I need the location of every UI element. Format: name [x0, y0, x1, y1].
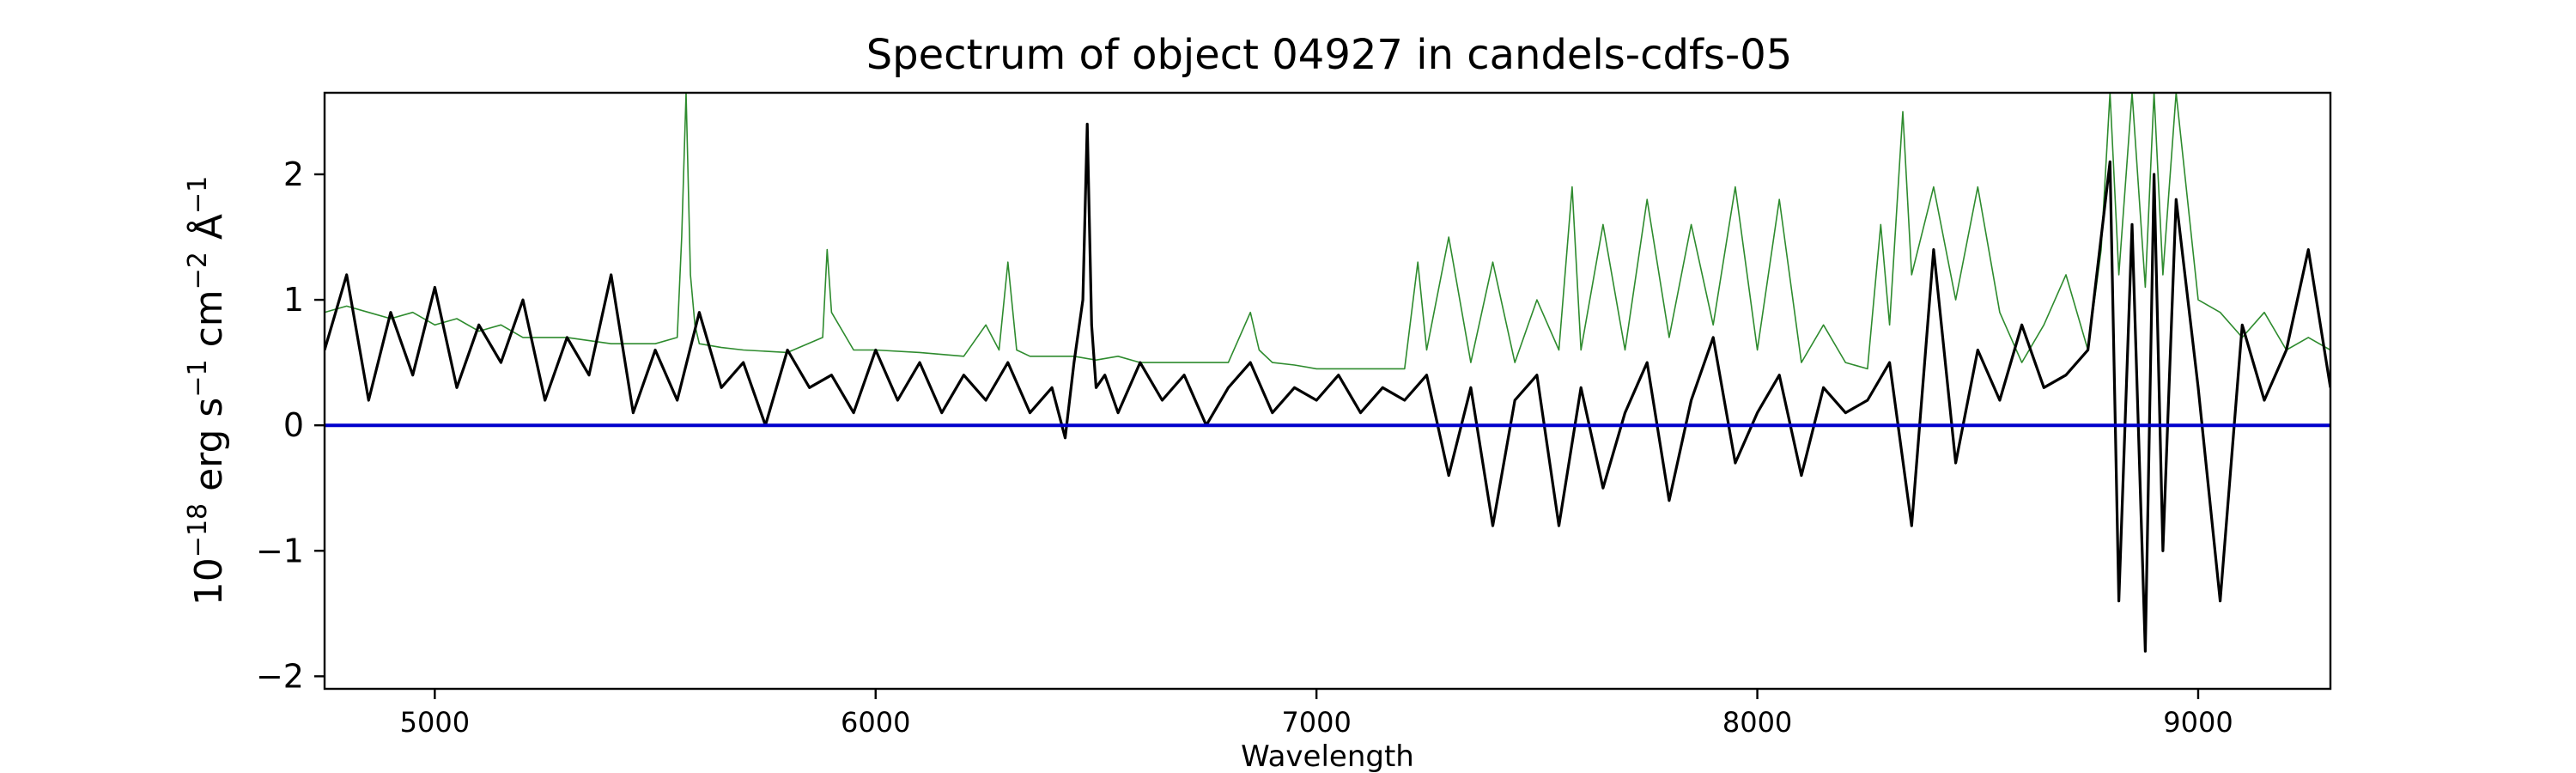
x-tick-label: 9000: [2163, 706, 2233, 739]
y-tick-label: 0: [283, 406, 304, 444]
x-axis-label: Wavelength: [1241, 740, 1414, 773]
y-label-exponent-3: −1: [183, 176, 213, 214]
x-tick-label: 5000: [400, 706, 470, 739]
y-axis-label: 10−18 erg s−1 cm−2 Å−1: [183, 176, 231, 606]
y-label-base-exponent: −18: [183, 503, 213, 557]
y-label-unit-cm: cm: [187, 289, 231, 359]
y-label-unit-angstrom: Å: [185, 214, 231, 252]
error-series-line: [325, 93, 2330, 370]
x-tick-label: 8000: [1722, 706, 1792, 739]
flux-series-line: [325, 122, 2330, 653]
y-label-base: 10: [187, 557, 231, 606]
y-label-unit-erg-s: erg s: [187, 398, 231, 503]
plot-frame: [323, 91, 2332, 691]
y-tick-label: 1: [283, 281, 304, 319]
series-layer: [325, 93, 2330, 653]
y-label-exponent-1: −1: [183, 359, 213, 397]
x-axis: 5000 6000 7000 8000 9000: [400, 689, 2233, 739]
chart-title: Spectrum of object 04927 in candels-cdfs…: [866, 31, 1793, 79]
x-tick-label: 6000: [841, 706, 910, 739]
y-label-exponent-2: −2: [183, 252, 213, 289]
y-tick-label: 2: [283, 155, 304, 193]
x-tick-label: 7000: [1281, 706, 1351, 739]
y-tick-label: −2: [256, 657, 304, 695]
y-axis: −2 −1 0 1 2: [256, 155, 325, 695]
y-tick-label: −1: [256, 532, 304, 569]
